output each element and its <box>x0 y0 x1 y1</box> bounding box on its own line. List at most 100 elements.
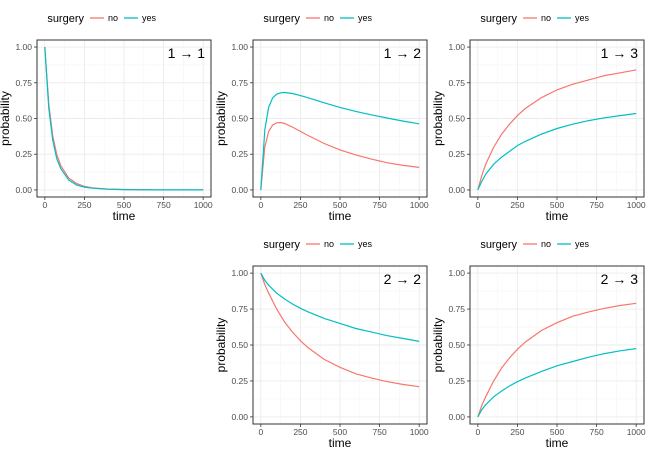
x-tick-label: 0 <box>258 200 263 210</box>
y-tick-label: 0.50 <box>15 114 32 124</box>
panel-label: 2 → 3 <box>601 271 639 287</box>
y-tick-label: 0.25 <box>15 149 32 159</box>
x-tick-label: 1000 <box>410 200 429 210</box>
y-tick-label: 0.50 <box>448 340 465 350</box>
chart-panel-p13: 0 250 500 750 1000 0.00 0.25 0.50 0.75 1.00 1 → 3 t… <box>431 13 646 223</box>
legend: surgery no yes <box>263 13 372 25</box>
y-tick-label: 0.75 <box>231 78 248 88</box>
x-tick-label: 0 <box>258 427 263 437</box>
y-tick-label: 0.75 <box>448 78 465 88</box>
y-tick-label: 1.00 <box>15 42 32 52</box>
x-axis-title: time <box>329 209 352 223</box>
x-axis-title: time <box>113 209 136 223</box>
legend-label-yes: yes <box>142 13 157 23</box>
y-tick-label: 0.25 <box>231 149 248 159</box>
series-line-no <box>477 302 637 418</box>
x-tick-label: 750 <box>156 200 170 210</box>
x-axis-title: time <box>546 209 569 223</box>
panel-border <box>252 265 428 425</box>
x-tick-label: 250 <box>293 200 307 210</box>
panel-border <box>252 39 428 198</box>
x-tick-label: 250 <box>510 200 524 210</box>
legend-label-no: no <box>541 13 551 23</box>
y-tick-label: 1.00 <box>448 268 465 278</box>
y-tick-label: 0.75 <box>231 304 248 314</box>
legend-label-no: no <box>324 13 334 23</box>
x-tick-label: 250 <box>77 200 91 210</box>
chart-panel-p11: 0 250 500 750 1000 0.00 0.25 0.50 0.75 1.00 1 → 1 t… <box>0 13 213 223</box>
y-axis-title: probability <box>431 91 445 146</box>
x-tick-label: 750 <box>372 427 386 437</box>
panel-border <box>36 39 212 198</box>
series-line-no <box>477 69 637 191</box>
y-tick-label: 0.25 <box>231 376 248 386</box>
y-axis-title: probability <box>214 318 228 373</box>
panel-label: 1 → 1 <box>168 45 206 61</box>
legend-title: surgery <box>263 239 300 251</box>
series-line-yes <box>260 272 420 342</box>
legend-label-no: no <box>108 13 118 23</box>
y-tick-label: 0.75 <box>448 304 465 314</box>
legend: surgery no yes <box>480 239 589 251</box>
y-tick-label: 0.50 <box>231 114 248 124</box>
x-tick-label: 1000 <box>627 427 646 437</box>
series-line-yes <box>260 91 420 190</box>
x-tick-label: 250 <box>293 427 307 437</box>
legend-label-yes: yes <box>358 13 373 23</box>
x-axis-title: time <box>329 436 352 450</box>
y-tick-label: 1.00 <box>448 42 465 52</box>
y-tick-label: 1.00 <box>231 268 248 278</box>
x-tick-label: 500 <box>550 200 564 210</box>
chart-panel-p23: 0 250 500 750 1000 0.00 0.25 0.50 0.75 1.00 2 → 3 t… <box>431 239 646 450</box>
x-tick-label: 1000 <box>410 427 429 437</box>
x-tick-label: 500 <box>550 427 564 437</box>
legend-label-yes: yes <box>358 239 373 249</box>
legend-title: surgery <box>263 13 300 25</box>
legend-title: surgery <box>480 13 517 25</box>
series-line-yes <box>44 47 204 191</box>
y-tick-label: 0.75 <box>15 78 32 88</box>
x-tick-label: 250 <box>510 427 524 437</box>
legend-label-yes: yes <box>575 239 590 249</box>
y-tick-label: 1.00 <box>231 42 248 52</box>
panel-border <box>469 39 645 198</box>
y-axis-title: probability <box>0 91 12 146</box>
legend-label-no: no <box>324 239 334 249</box>
x-tick-label: 500 <box>333 200 347 210</box>
legend-title: surgery <box>47 13 84 25</box>
legend-label-no: no <box>541 239 551 249</box>
series-line-no <box>260 272 420 388</box>
panel-label: 2 → 2 <box>384 271 422 287</box>
x-tick-label: 0 <box>42 200 47 210</box>
x-tick-label: 1000 <box>627 200 646 210</box>
panel-label: 1 → 2 <box>384 45 422 61</box>
y-tick-label: 0.50 <box>231 340 248 350</box>
series-line-yes <box>477 112 637 191</box>
y-tick-label: 0.00 <box>15 185 32 195</box>
x-tick-label: 0 <box>475 427 480 437</box>
x-tick-label: 0 <box>475 200 480 210</box>
x-tick-label: 750 <box>589 200 603 210</box>
x-tick-label: 750 <box>372 200 386 210</box>
legend-label-yes: yes <box>575 13 590 23</box>
y-axis-title: probability <box>431 318 445 373</box>
series-line-yes <box>477 348 637 418</box>
chart-panel-p22: 0 250 500 750 1000 0.00 0.25 0.50 0.75 1.00 2 → 2 t… <box>214 239 429 450</box>
x-tick-label: 750 <box>589 427 603 437</box>
legend: surgery no yes <box>480 13 589 25</box>
y-tick-label: 0.50 <box>448 114 465 124</box>
legend: surgery no yes <box>47 13 156 25</box>
x-tick-label: 500 <box>333 427 347 437</box>
legend: surgery no yes <box>263 239 372 251</box>
chart-panel-p12: 0 250 500 750 1000 0.00 0.25 0.50 0.75 1.00 1 → 2 t… <box>214 13 429 223</box>
x-tick-label: 1000 <box>194 200 213 210</box>
x-axis-title: time <box>546 436 569 450</box>
panel-border <box>469 265 645 425</box>
y-axis-title: probability <box>214 91 228 146</box>
x-tick-label: 500 <box>117 200 131 210</box>
panel-label: 1 → 3 <box>601 45 639 61</box>
series-line-no <box>260 121 420 190</box>
legend-title: surgery <box>480 239 517 251</box>
y-tick-label: 0.25 <box>448 376 465 386</box>
